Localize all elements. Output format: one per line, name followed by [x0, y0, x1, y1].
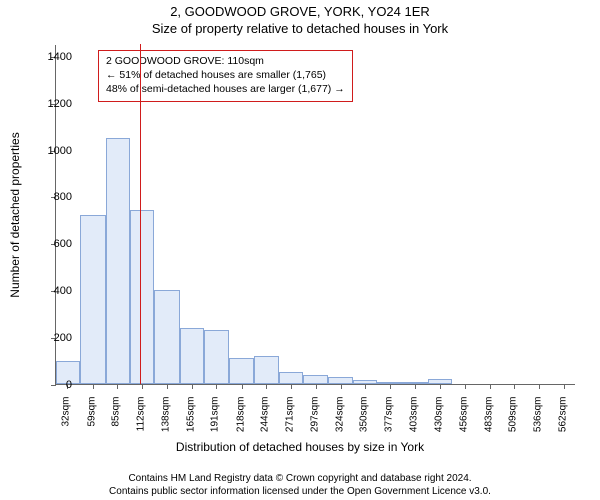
- x-tick-mark: [117, 384, 118, 389]
- x-tick-mark: [316, 384, 317, 389]
- x-tick-label: 218sqm: [235, 397, 246, 457]
- x-tick-mark: [291, 384, 292, 389]
- y-tick-label: 200: [32, 332, 72, 344]
- histogram-bar: [180, 328, 204, 384]
- histogram-bar: [279, 372, 303, 384]
- chart-title-line1: 2, GOODWOOD GROVE, YORK, YO24 1ER: [0, 4, 600, 19]
- x-tick-mark: [242, 384, 243, 389]
- histogram-bar: [204, 330, 229, 384]
- x-tick-label: 85sqm: [110, 397, 121, 457]
- y-tick-label: 0: [32, 379, 72, 391]
- x-tick-mark: [390, 384, 391, 389]
- x-tick-label: 165sqm: [185, 397, 196, 457]
- footer-line2: Contains public sector information licen…: [0, 485, 600, 498]
- x-tick-mark: [216, 384, 217, 389]
- y-tick-label: 800: [32, 191, 72, 203]
- x-tick-label: 536sqm: [533, 397, 544, 457]
- y-axis-label: Number of detached properties: [8, 132, 22, 297]
- footer-line1: Contains HM Land Registry data © Crown c…: [0, 472, 600, 485]
- x-tick-mark: [539, 384, 540, 389]
- x-tick-mark: [142, 384, 143, 389]
- histogram-bar: [80, 215, 105, 384]
- x-tick-label: 350sqm: [359, 397, 370, 457]
- y-tick-label: 600: [32, 238, 72, 250]
- x-tick-label: 403sqm: [408, 397, 419, 457]
- marker-line: [140, 44, 141, 384]
- info-box-line3: 48% of semi-detached houses are larger (…: [106, 82, 345, 96]
- x-tick-label: 509sqm: [508, 397, 519, 457]
- info-box-line1: 2 GOODWOOD GROVE: 110sqm: [106, 54, 345, 68]
- x-tick-label: 138sqm: [160, 397, 171, 457]
- x-tick-label: 377sqm: [384, 397, 395, 457]
- x-tick-mark: [266, 384, 267, 389]
- x-tick-mark: [365, 384, 366, 389]
- x-tick-mark: [341, 384, 342, 389]
- x-tick-label: 297sqm: [309, 397, 320, 457]
- info-box: 2 GOODWOOD GROVE: 110sqm ← 51% of detach…: [98, 50, 353, 102]
- x-tick-mark: [564, 384, 565, 389]
- x-tick-mark: [490, 384, 491, 389]
- x-tick-label: 244sqm: [259, 397, 270, 457]
- histogram-bar: [130, 210, 154, 384]
- chart-title-line2: Size of property relative to detached ho…: [0, 21, 600, 36]
- info-box-line2: ← 51% of detached houses are smaller (1,…: [106, 68, 345, 82]
- y-tick-label: 1400: [32, 51, 72, 63]
- x-tick-label: 59sqm: [86, 397, 97, 457]
- histogram-bar: [106, 138, 130, 384]
- x-tick-mark: [192, 384, 193, 389]
- x-tick-mark: [93, 384, 94, 389]
- histogram-bar: [303, 375, 327, 384]
- x-tick-label: 430sqm: [434, 397, 445, 457]
- histogram-bar: [328, 377, 353, 384]
- x-tick-label: 271sqm: [285, 397, 296, 457]
- y-tick-label: 1200: [32, 98, 72, 110]
- page-root: 2, GOODWOOD GROVE, YORK, YO24 1ER Size o…: [0, 0, 600, 500]
- x-tick-label: 324sqm: [334, 397, 345, 457]
- histogram-bar: [229, 358, 253, 384]
- x-tick-mark: [465, 384, 466, 389]
- x-tick-mark: [514, 384, 515, 389]
- x-tick-mark: [167, 384, 168, 389]
- y-tick-label: 400: [32, 285, 72, 297]
- histogram-bar: [154, 290, 179, 384]
- x-tick-label: 456sqm: [458, 397, 469, 457]
- y-tick-label: 1000: [32, 145, 72, 157]
- x-tick-label: 191sqm: [210, 397, 221, 457]
- footer: Contains HM Land Registry data © Crown c…: [0, 472, 600, 498]
- x-tick-mark: [415, 384, 416, 389]
- x-tick-label: 32sqm: [61, 397, 72, 457]
- x-tick-label: 483sqm: [483, 397, 494, 457]
- x-tick-label: 562sqm: [557, 397, 568, 457]
- histogram-bar: [254, 356, 279, 384]
- x-tick-mark: [440, 384, 441, 389]
- x-tick-label: 112sqm: [136, 397, 147, 457]
- plot-area: 2 GOODWOOD GROVE: 110sqm ← 51% of detach…: [55, 45, 575, 385]
